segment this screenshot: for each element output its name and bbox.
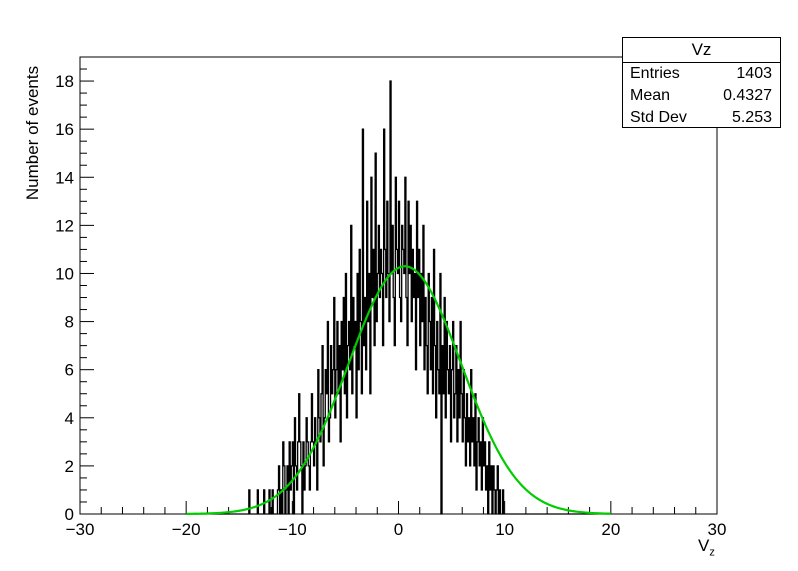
x-axis-label: Vz — [698, 536, 715, 558]
x-tick-label: −30 — [66, 520, 95, 539]
x-tick-label: 0 — [394, 520, 403, 539]
y-tick-label: 10 — [55, 264, 74, 283]
y-tick-label: 18 — [55, 72, 74, 91]
stats-value: 1403 — [736, 65, 772, 82]
y-tick-label: 16 — [55, 120, 74, 139]
y-tick-label: 0 — [65, 505, 74, 524]
x-tick-label: 30 — [708, 520, 727, 539]
stats-value: 0.4327 — [723, 87, 772, 104]
y-axis-label-text: Number of events — [23, 65, 42, 201]
stats-title: Vz — [623, 38, 780, 63]
stats-box: Vz Entries 1403 Mean 0.4327 Std Dev 5.25… — [622, 37, 781, 128]
stats-label: Entries — [630, 65, 680, 82]
stats-row-mean: Mean 0.4327 — [623, 85, 780, 107]
x-axis-label-text: V — [698, 536, 710, 555]
axis-ticks — [79, 56, 718, 515]
x-tick-label: −20 — [172, 520, 201, 539]
y-tick-label: 2 — [65, 457, 74, 476]
y-tick-label: 12 — [55, 216, 74, 235]
x-tick-label: 20 — [601, 520, 620, 539]
tick-labels: −30 −20 −10 0 10 20 30 0 2 4 6 8 10 12 14 16 18 — [55, 72, 726, 539]
x-axis-label-subscript: z — [709, 546, 715, 559]
stats-row-entries: Entries 1403 — [623, 63, 780, 85]
y-tick-label: 6 — [65, 361, 74, 380]
stats-label: Std Dev — [630, 109, 687, 126]
y-tick-label: 8 — [65, 313, 74, 332]
x-tick-label: −10 — [278, 520, 307, 539]
stats-row-stddev: Std Dev 5.253 — [623, 107, 780, 129]
stats-value: 5.253 — [731, 109, 772, 126]
gaussian-fit-curve — [186, 265, 611, 515]
y-tick-label: 4 — [65, 409, 74, 428]
y-tick-label: 14 — [55, 168, 74, 187]
histogram-step-line — [186, 80, 611, 515]
stats-label: Mean — [630, 87, 671, 104]
x-tick-label: 10 — [495, 520, 514, 539]
